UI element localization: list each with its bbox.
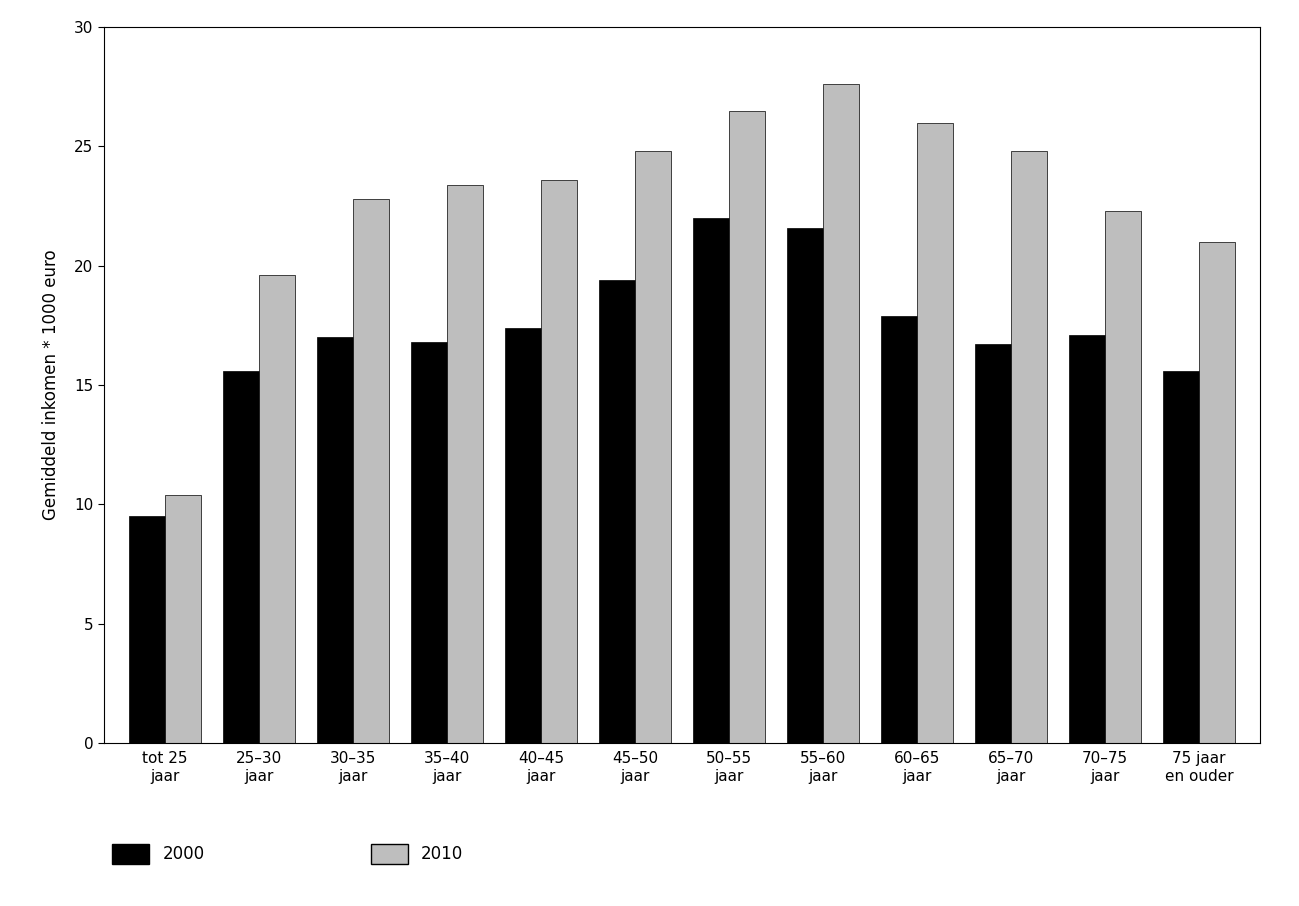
Bar	[259, 275, 295, 743]
Bar	[1011, 151, 1047, 743]
Bar	[824, 84, 859, 743]
Bar	[787, 227, 824, 743]
Bar	[540, 180, 577, 743]
Bar	[130, 516, 165, 743]
Bar	[1199, 242, 1234, 743]
Bar	[1163, 371, 1199, 743]
Legend: 2000, 2010: 2000, 2010	[112, 844, 464, 863]
Bar	[635, 151, 670, 743]
Bar	[729, 111, 765, 743]
Bar	[223, 371, 259, 743]
Bar	[599, 280, 635, 743]
Bar	[165, 495, 201, 743]
Bar	[317, 337, 353, 743]
Bar	[353, 199, 388, 743]
Bar	[447, 185, 483, 743]
Bar	[1069, 335, 1105, 743]
Bar	[1105, 211, 1141, 743]
Bar	[881, 316, 917, 743]
Bar	[505, 328, 540, 743]
Bar	[976, 344, 1011, 743]
Y-axis label: Gemiddeld inkomen * 1000 euro: Gemiddeld inkomen * 1000 euro	[43, 250, 60, 520]
Bar	[412, 342, 447, 743]
Bar	[917, 122, 952, 743]
Bar	[694, 218, 729, 743]
